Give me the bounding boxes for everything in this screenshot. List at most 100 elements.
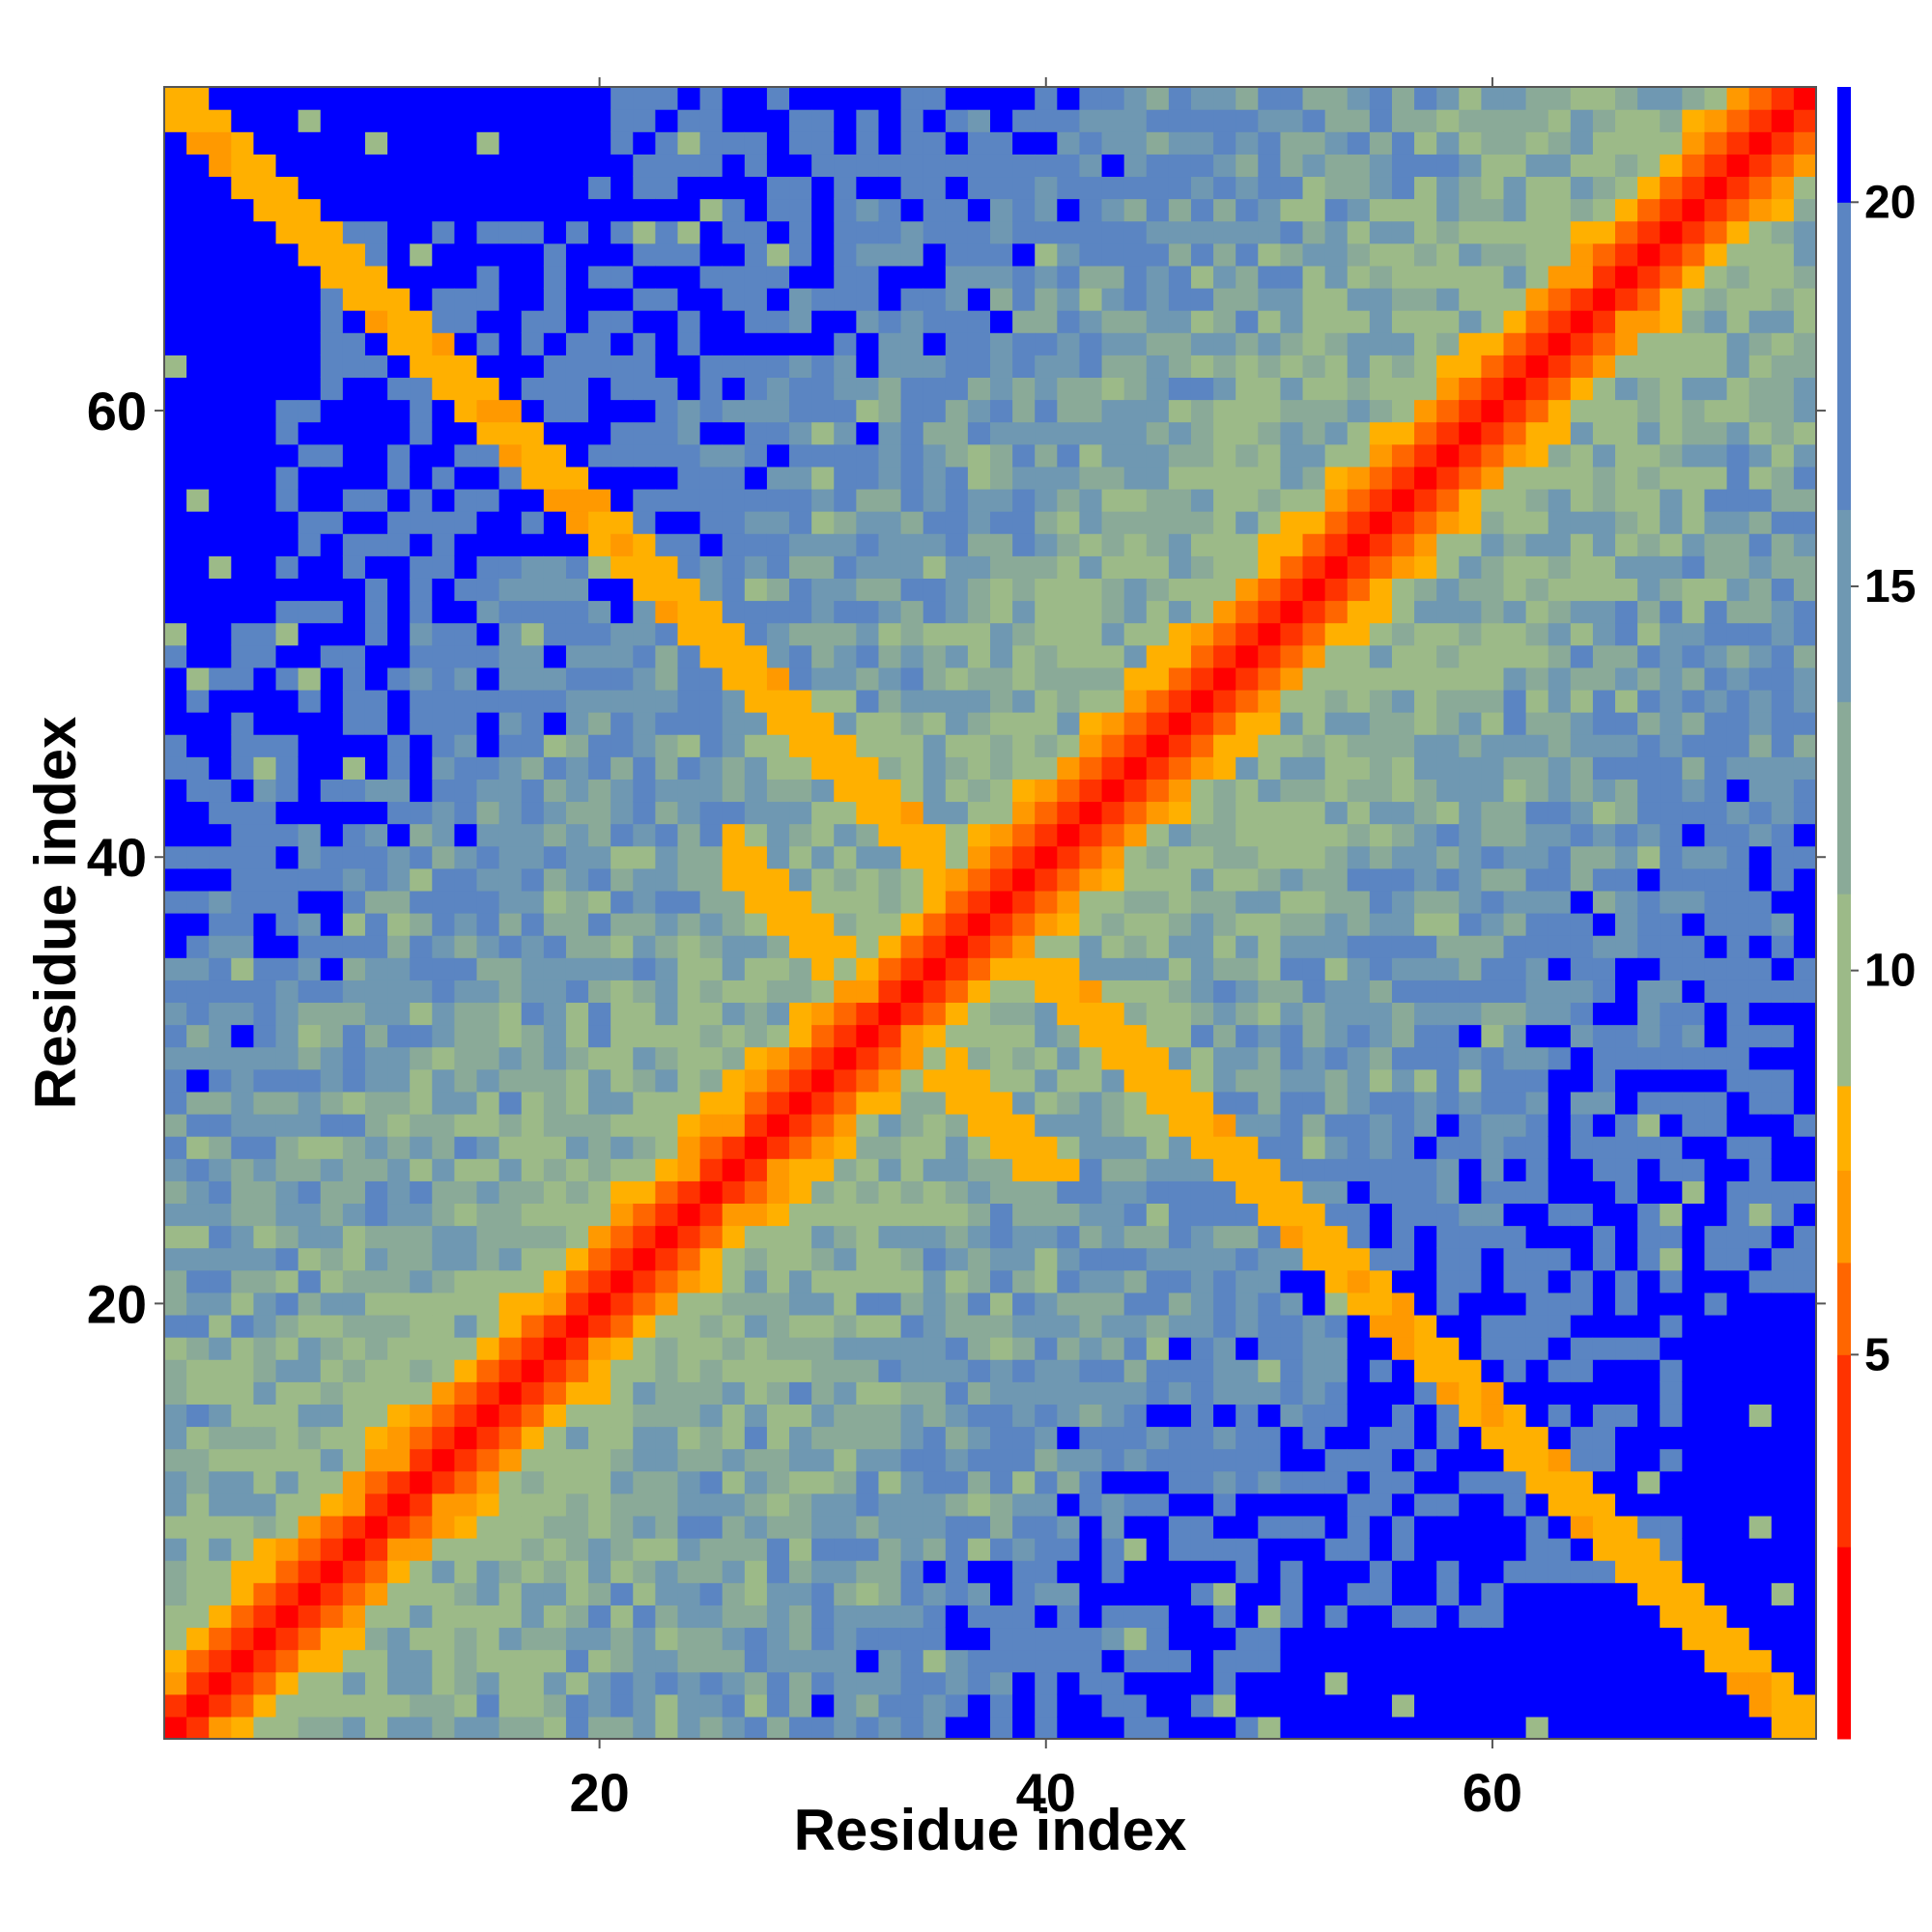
heatmap-cell bbox=[342, 242, 366, 267]
heatmap-cell bbox=[1146, 220, 1170, 244]
heatmap-cell bbox=[454, 1716, 478, 1740]
heatmap-cell bbox=[923, 1492, 947, 1517]
heatmap-cell bbox=[1570, 600, 1594, 624]
heatmap-cell bbox=[253, 1448, 277, 1472]
heatmap-cell bbox=[1414, 801, 1437, 825]
heatmap-cell bbox=[1035, 1091, 1058, 1115]
heatmap-cell bbox=[1592, 355, 1616, 379]
heatmap-cell bbox=[900, 1693, 924, 1718]
heatmap-cell bbox=[1637, 533, 1661, 556]
heatmap-cell bbox=[633, 176, 656, 200]
heatmap-cell bbox=[1570, 1627, 1594, 1651]
heatmap-cell bbox=[1436, 1560, 1460, 1583]
heatmap-cell bbox=[834, 913, 857, 936]
heatmap-cell bbox=[454, 287, 478, 311]
heatmap-cell bbox=[1012, 1470, 1036, 1494]
heatmap-cell bbox=[900, 443, 924, 468]
heatmap-cell bbox=[923, 488, 947, 512]
heatmap-cell bbox=[164, 1671, 187, 1695]
heatmap-cell bbox=[209, 779, 232, 803]
heatmap-cell bbox=[1057, 1314, 1081, 1338]
heatmap-cell bbox=[521, 1247, 545, 1271]
heatmap-cell bbox=[1347, 1068, 1371, 1093]
heatmap-cell bbox=[521, 198, 545, 222]
heatmap-cell bbox=[1525, 1605, 1549, 1629]
heatmap-cell bbox=[766, 220, 790, 244]
heatmap-cell bbox=[611, 980, 634, 1004]
heatmap-cell bbox=[1168, 1381, 1192, 1405]
heatmap-cell bbox=[1236, 1337, 1259, 1360]
heatmap-cell bbox=[722, 1492, 746, 1517]
heatmap-cell bbox=[209, 1158, 232, 1181]
heatmap-cell bbox=[789, 1136, 812, 1159]
heatmap-cell bbox=[655, 1314, 679, 1338]
heatmap-cell bbox=[1570, 332, 1594, 355]
heatmap-cell bbox=[1481, 1225, 1505, 1249]
heatmap-cell bbox=[1035, 779, 1058, 803]
heatmap-cell bbox=[209, 154, 232, 178]
heatmap-cell bbox=[1079, 1560, 1103, 1583]
heatmap-cell bbox=[1615, 1515, 1638, 1539]
heatmap-cell bbox=[923, 466, 947, 490]
heatmap-cell bbox=[1391, 355, 1415, 379]
heatmap-cell bbox=[543, 511, 567, 534]
heatmap-cell bbox=[878, 1605, 902, 1629]
heatmap-cell bbox=[722, 220, 746, 244]
heatmap-cell bbox=[298, 131, 322, 155]
heatmap-cell bbox=[476, 332, 500, 355]
heatmap-cell bbox=[1213, 1203, 1236, 1227]
heatmap-cell bbox=[498, 867, 523, 892]
heatmap-cell bbox=[744, 644, 768, 668]
heatmap-cell bbox=[655, 377, 679, 401]
heatmap-cell bbox=[856, 466, 880, 490]
heatmap-cell bbox=[633, 1381, 656, 1405]
heatmap-cell bbox=[1592, 1605, 1616, 1629]
heatmap-cell bbox=[990, 779, 1013, 803]
heatmap-cell bbox=[1459, 1113, 1482, 1137]
heatmap-cell bbox=[1012, 578, 1036, 602]
heatmap-cell bbox=[611, 1024, 634, 1048]
heatmap-cell bbox=[900, 1158, 924, 1181]
heatmap-cell bbox=[164, 421, 187, 445]
heatmap-cell bbox=[1280, 890, 1304, 914]
heatmap-cell bbox=[878, 198, 902, 222]
heatmap-cell bbox=[1391, 980, 1415, 1004]
heatmap-cell bbox=[1190, 109, 1214, 132]
heatmap-cell bbox=[834, 355, 857, 379]
heatmap-cell bbox=[253, 935, 277, 958]
heatmap-cell bbox=[454, 1068, 478, 1093]
heatmap-cell bbox=[856, 265, 880, 289]
heatmap-cell bbox=[1146, 1180, 1170, 1205]
heatmap-cell bbox=[1459, 109, 1482, 132]
heatmap-cell bbox=[476, 756, 500, 780]
heatmap-cell bbox=[856, 332, 880, 355]
heatmap-cell bbox=[967, 823, 991, 847]
heatmap-cell bbox=[1035, 957, 1058, 980]
heatmap-cell bbox=[990, 1649, 1013, 1673]
heatmap-cell bbox=[655, 1247, 679, 1271]
heatmap-cell bbox=[1190, 1046, 1214, 1070]
heatmap-cell bbox=[476, 421, 500, 445]
heatmap-cell bbox=[1168, 1314, 1192, 1338]
heatmap-cell bbox=[1280, 242, 1304, 267]
heatmap-cell bbox=[1369, 87, 1393, 110]
heatmap-cell bbox=[990, 935, 1013, 958]
heatmap-cell bbox=[766, 87, 790, 110]
heatmap-cell bbox=[1213, 242, 1236, 267]
heatmap-cell bbox=[342, 443, 366, 468]
heatmap-cell bbox=[834, 1470, 857, 1494]
heatmap-cell bbox=[990, 1292, 1013, 1316]
heatmap-cell bbox=[565, 1649, 589, 1673]
heatmap-cell bbox=[1101, 1337, 1125, 1360]
heatmap-cell bbox=[1615, 1605, 1638, 1629]
heatmap-cell bbox=[1236, 667, 1259, 691]
heatmap-cell bbox=[834, 533, 857, 556]
heatmap-cell bbox=[722, 1693, 746, 1718]
heatmap-cell bbox=[1213, 87, 1236, 110]
heatmap-cell bbox=[1525, 332, 1549, 355]
heatmap-cell bbox=[320, 1091, 344, 1115]
heatmap-cell bbox=[1347, 957, 1371, 980]
heatmap-cell bbox=[1123, 578, 1148, 602]
heatmap-cell bbox=[410, 712, 433, 735]
heatmap-cell bbox=[298, 511, 322, 534]
